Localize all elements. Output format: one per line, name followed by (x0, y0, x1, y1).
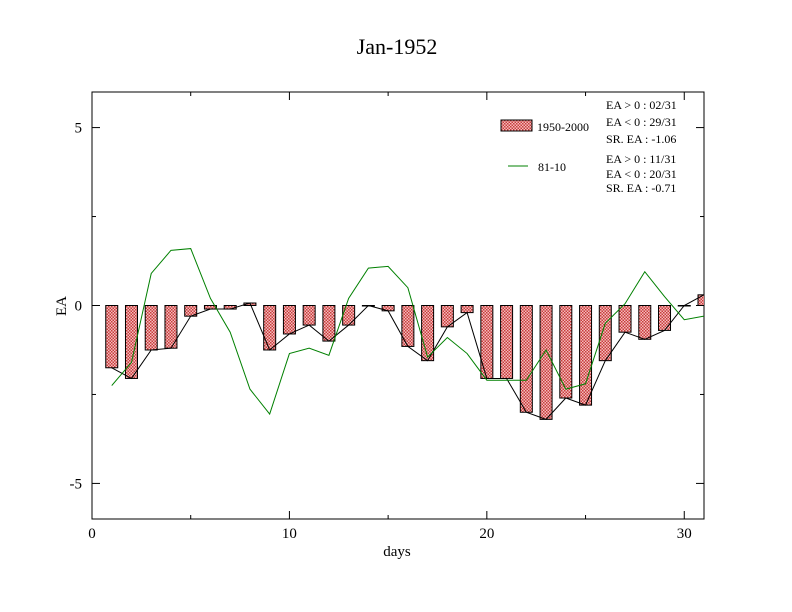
stat-sr-ea-2: SR. EA : -0.71 (606, 181, 676, 195)
bar-day-27 (618, 305, 632, 333)
axis-ticks: 0 10 20 30 5 0 -5 (70, 92, 704, 542)
bar-day-19 (460, 305, 474, 314)
bar-day-10 (282, 305, 296, 335)
bar-day-1 (105, 305, 119, 369)
bar-day-29 (658, 305, 672, 331)
y-tick-label: -5 (70, 476, 83, 492)
bar-series (105, 294, 704, 420)
stat-ea-negative-2: EA < 0 : 20/31 (606, 167, 677, 181)
bar-day-22 (519, 305, 533, 413)
y-tick-label: 5 (75, 121, 83, 137)
bar-day-24 (559, 305, 573, 399)
bar-day-9 (263, 305, 277, 351)
line-series (111, 248, 704, 420)
bar-day-25 (579, 305, 593, 406)
bar-day-20 (480, 305, 494, 379)
bar-day-21 (500, 305, 514, 379)
bar-day-13 (342, 305, 356, 326)
bar-day-26 (598, 305, 612, 362)
stats-annotation-1: EA > 0 : 02/31 EA < 0 : 29/31 SR. EA : -… (606, 98, 677, 146)
bar-series-line (111, 294, 704, 420)
chart-title: Jan-1952 (357, 34, 438, 59)
y-axis-label: EA (54, 296, 70, 316)
legend: 1950-2000 81-10 (500, 119, 589, 174)
legend-label-line: 81-10 (538, 160, 566, 174)
bar-day-16 (401, 305, 415, 347)
x-tick-label: 20 (479, 526, 494, 542)
bar-day-12 (322, 305, 336, 342)
legend-label-bar: 1950-2000 (537, 120, 589, 134)
x-tick-label: 10 (282, 526, 297, 542)
stat-sr-ea-1: SR. EA : -1.06 (606, 132, 676, 146)
x-tick-label: 0 (88, 526, 96, 542)
bar-day-11 (302, 305, 316, 326)
legend-swatch-bar (500, 119, 533, 132)
stat-ea-negative-1: EA < 0 : 29/31 (606, 115, 677, 129)
line-series-81-10 (111, 248, 704, 416)
stat-ea-positive-2: EA > 0 : 11/31 (606, 152, 676, 166)
bar-day-31 (697, 294, 704, 307)
bar-day-3 (144, 305, 158, 351)
stat-ea-positive-1: EA > 0 : 02/31 (606, 98, 677, 112)
stats-annotation-2: EA > 0 : 11/31 EA < 0 : 20/31 SR. EA : -… (606, 152, 677, 195)
y-tick-label: 0 (75, 299, 83, 315)
bar-day-28 (638, 305, 652, 340)
bar-day-23 (539, 305, 553, 420)
x-axis-label: days (383, 544, 411, 560)
x-tick-label: 30 (677, 526, 692, 542)
